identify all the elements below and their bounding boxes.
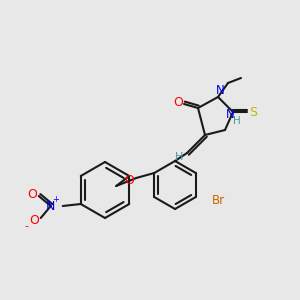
Text: H: H [233,116,241,126]
Text: O: O [29,214,39,227]
Text: N: N [46,200,56,212]
Text: O: O [173,95,183,109]
Text: -: - [25,221,29,231]
Text: H: H [175,152,183,162]
Text: Br: Br [212,194,225,206]
Text: S: S [249,106,257,118]
Text: O: O [124,175,134,188]
Text: N: N [226,109,234,122]
Text: +: + [52,196,59,205]
Text: N: N [216,85,224,98]
Text: O: O [27,188,37,200]
